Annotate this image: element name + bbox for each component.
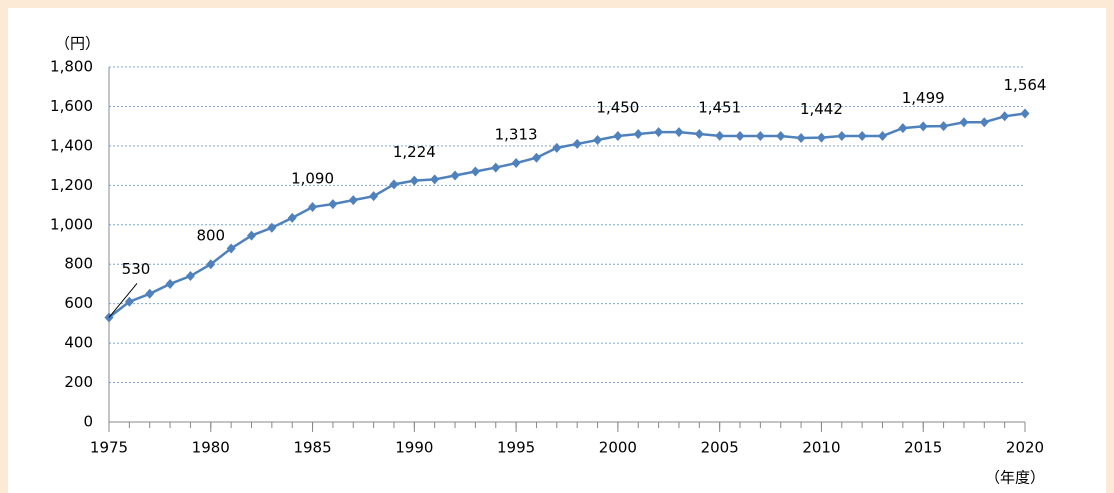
y-tick-label: 0 bbox=[83, 413, 93, 431]
point bbox=[1000, 111, 1010, 122]
data-label: 1,224 bbox=[393, 143, 436, 161]
point bbox=[694, 129, 704, 140]
data-label: 1,451 bbox=[698, 98, 741, 116]
point bbox=[328, 199, 338, 210]
y-tick-label: 400 bbox=[64, 334, 93, 352]
point bbox=[837, 131, 847, 142]
data-label: 1,564 bbox=[1004, 76, 1047, 94]
point bbox=[511, 158, 521, 169]
data-label: 1,499 bbox=[902, 89, 945, 107]
point bbox=[1020, 108, 1030, 119]
point bbox=[369, 191, 379, 202]
point bbox=[145, 288, 155, 299]
x-tick-label: 2010 bbox=[802, 439, 840, 457]
leader-line bbox=[108, 283, 138, 318]
point bbox=[185, 271, 195, 282]
point bbox=[226, 243, 236, 254]
point bbox=[389, 179, 399, 190]
y-tick-label: 1,200 bbox=[50, 176, 93, 194]
point bbox=[165, 278, 175, 289]
point bbox=[287, 212, 297, 223]
point bbox=[470, 166, 480, 177]
x-tick-label: 2000 bbox=[599, 439, 637, 457]
point bbox=[308, 202, 318, 213]
point bbox=[918, 121, 928, 132]
point bbox=[633, 129, 643, 140]
point bbox=[531, 152, 541, 163]
panel bbox=[8, 8, 1106, 493]
point bbox=[593, 134, 603, 145]
point bbox=[959, 117, 969, 128]
point bbox=[450, 170, 460, 181]
y-tick-label: 1,600 bbox=[50, 97, 93, 115]
point bbox=[776, 131, 786, 142]
data-label: 1,442 bbox=[800, 100, 843, 118]
point bbox=[979, 117, 989, 128]
y-tick-label: 200 bbox=[64, 373, 93, 391]
x-tick-label: 2020 bbox=[1006, 439, 1044, 457]
point bbox=[755, 131, 765, 142]
point bbox=[348, 195, 358, 206]
x-tick-label: 1975 bbox=[90, 439, 128, 457]
point bbox=[878, 131, 888, 142]
y-tick-label: 800 bbox=[64, 255, 93, 273]
data-label: 1,313 bbox=[495, 126, 538, 144]
point bbox=[267, 222, 277, 233]
point bbox=[735, 131, 745, 142]
data-label: 530 bbox=[122, 260, 151, 278]
y-tick-label: 600 bbox=[64, 294, 93, 312]
y-axis-label: （円） bbox=[55, 35, 100, 53]
point bbox=[613, 131, 623, 142]
x-tick-label: 1995 bbox=[497, 439, 535, 457]
point bbox=[715, 130, 725, 141]
y-tick-label: 1,800 bbox=[50, 58, 93, 76]
point bbox=[246, 230, 256, 241]
y-tick-label: 1,400 bbox=[50, 136, 93, 154]
x-tick-label: 1980 bbox=[192, 439, 230, 457]
point bbox=[409, 175, 419, 186]
point bbox=[674, 127, 684, 138]
point bbox=[898, 123, 908, 134]
point bbox=[491, 162, 501, 173]
data-label: 800 bbox=[196, 227, 225, 245]
data-label: 1,090 bbox=[291, 170, 334, 188]
x-axis-label: （年度） bbox=[985, 469, 1045, 487]
point bbox=[206, 259, 216, 270]
y-tick-label: 1,000 bbox=[50, 215, 93, 233]
line bbox=[108, 112, 1026, 319]
x-tick-label: 2005 bbox=[701, 439, 739, 457]
point bbox=[939, 121, 949, 132]
x-tick-label: 2015 bbox=[904, 439, 942, 457]
point bbox=[552, 142, 562, 153]
x-tick-label: 1985 bbox=[293, 439, 331, 457]
point bbox=[857, 131, 867, 142]
point bbox=[654, 127, 664, 138]
point bbox=[124, 296, 134, 307]
x-tick-label: 1990 bbox=[395, 439, 433, 457]
point bbox=[816, 132, 826, 143]
point bbox=[572, 138, 582, 149]
point bbox=[430, 174, 440, 185]
data-label: 1,450 bbox=[596, 99, 639, 117]
point bbox=[796, 133, 806, 143]
